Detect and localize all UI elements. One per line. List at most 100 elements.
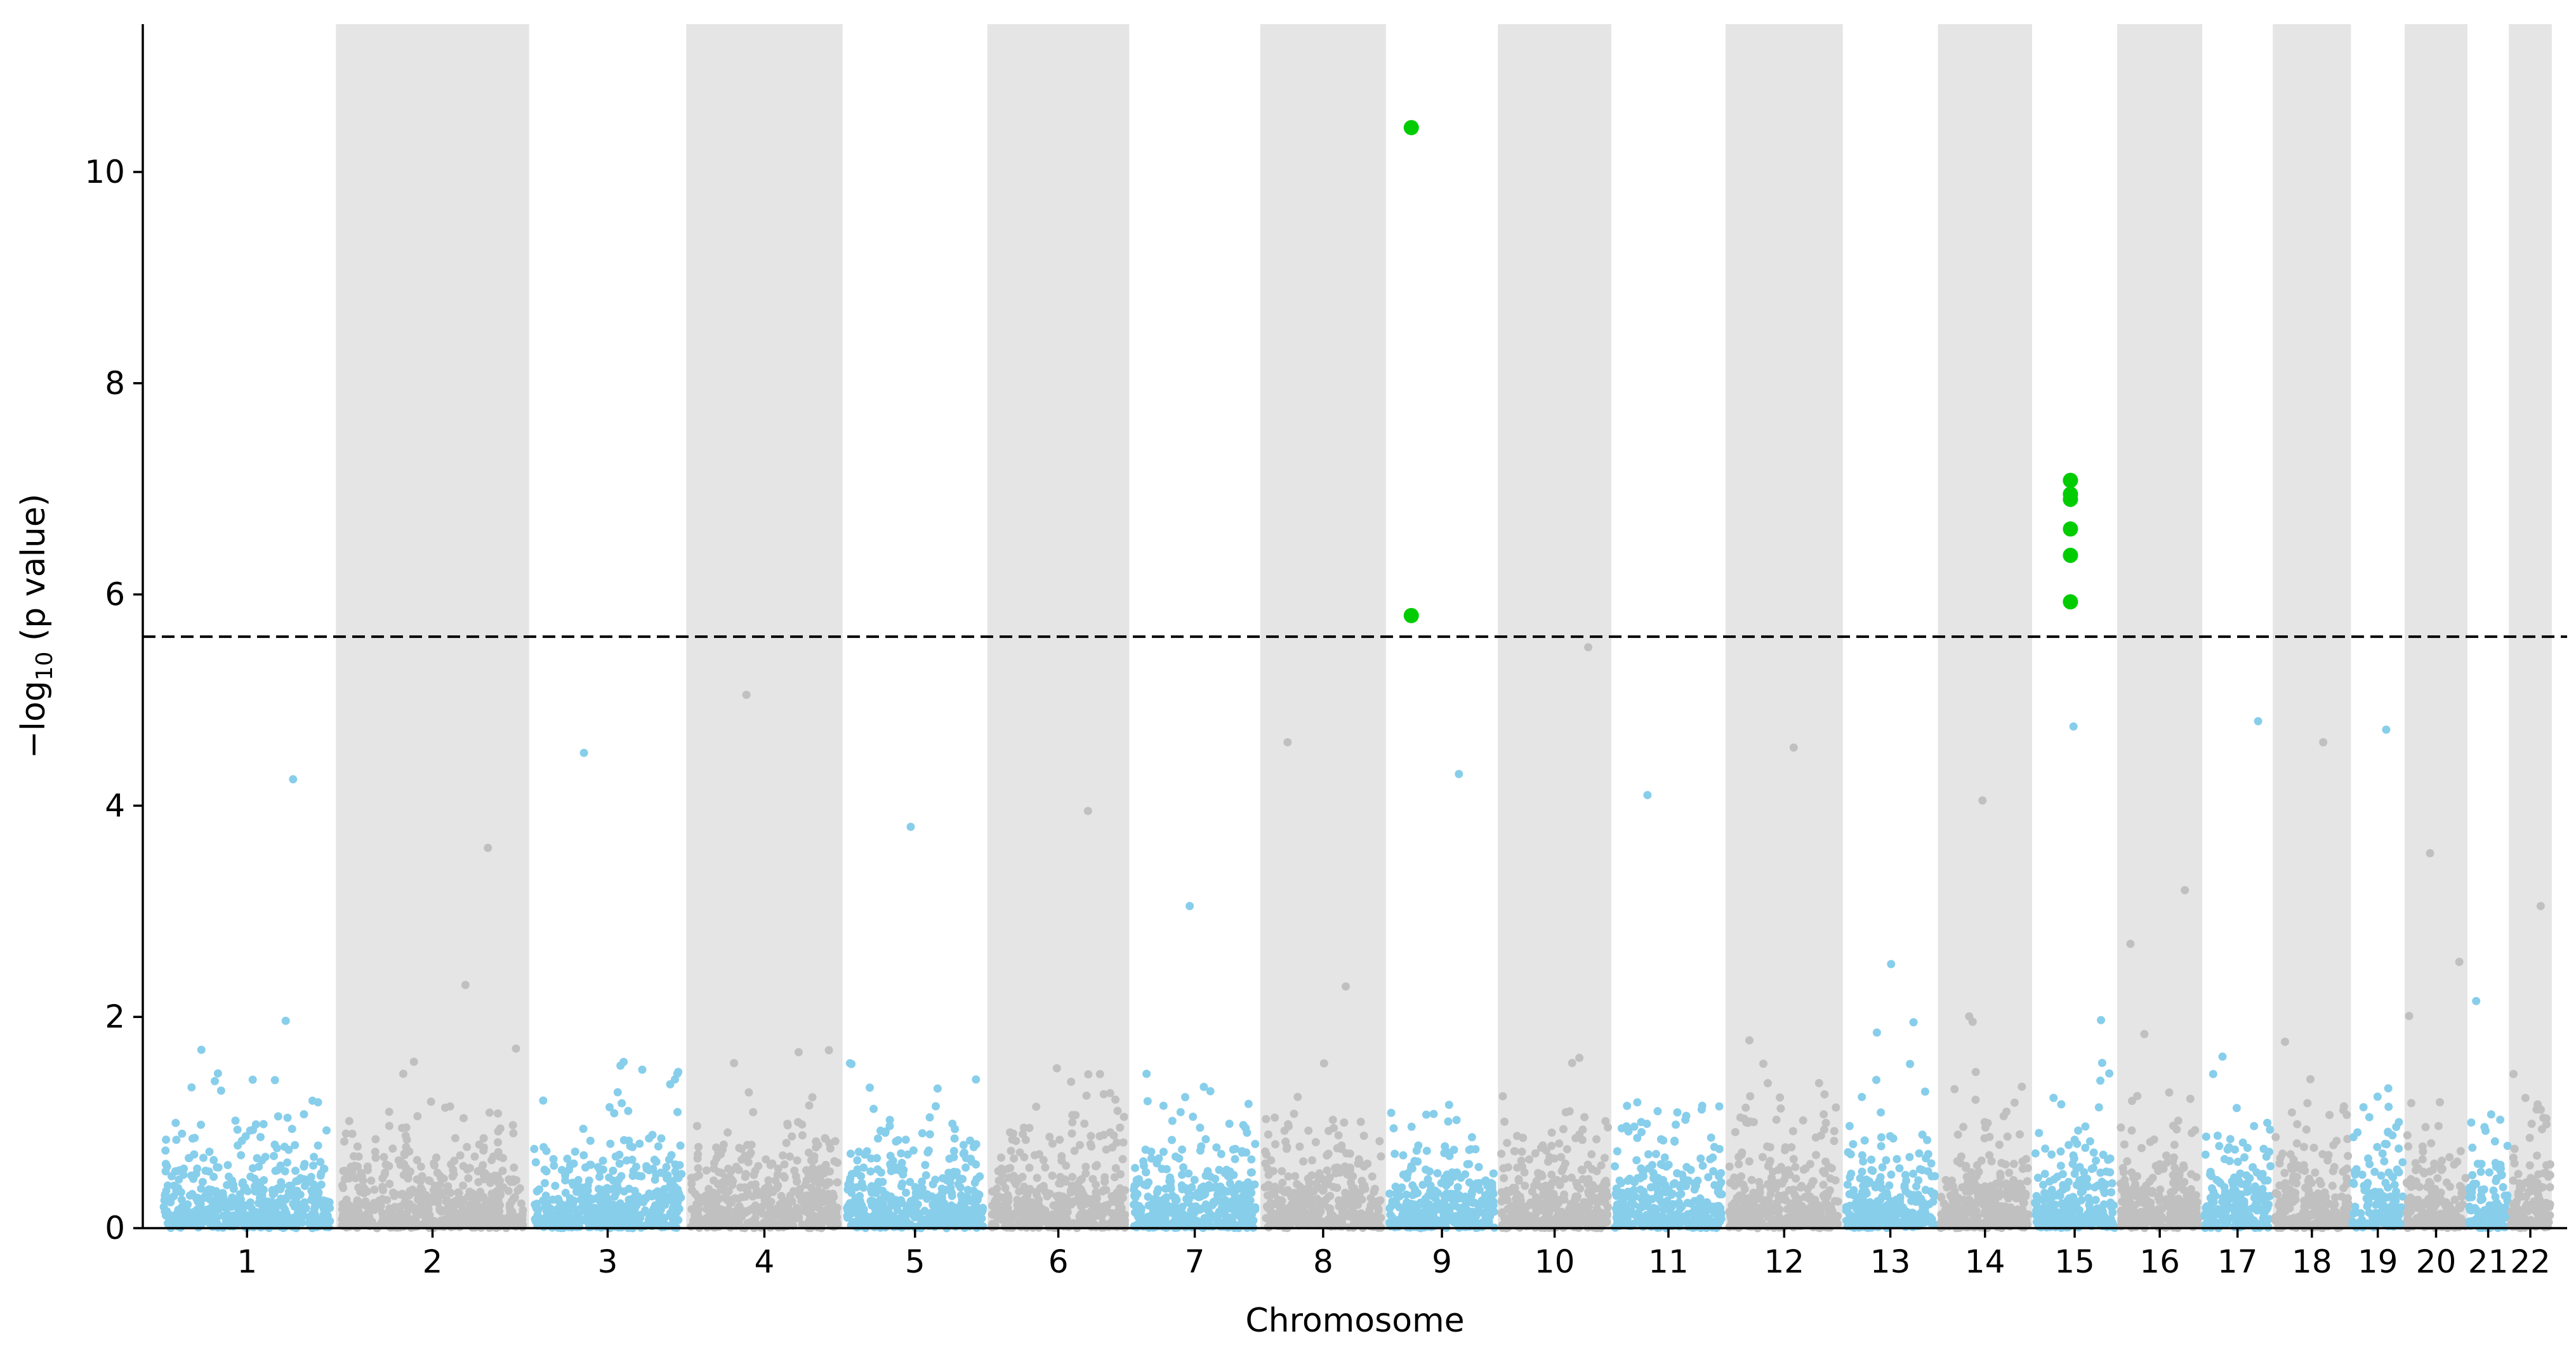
snp-point-chr1 xyxy=(161,1146,170,1155)
snp-point-chr10 xyxy=(1575,1054,1584,1062)
snp-point-chr10 xyxy=(1546,1182,1555,1191)
snp-point-chr7 xyxy=(1218,1207,1227,1215)
snp-point-chr11 xyxy=(1611,1162,1619,1171)
snp-point-chr4 xyxy=(763,1182,772,1191)
snp-point-chr3 xyxy=(654,1194,663,1203)
snp-point-chr6 xyxy=(1034,1195,1043,1204)
snp-point-chr1 xyxy=(248,1164,257,1173)
snp-point-chr12 xyxy=(1799,1116,1807,1125)
snp-point-chr8 xyxy=(1311,1138,1320,1146)
snp-point-chr4 xyxy=(776,1200,784,1208)
snp-point-chr8 xyxy=(1264,1170,1273,1179)
snp-point-chr10 xyxy=(1513,1163,1522,1172)
snp-point-chr9 xyxy=(1402,1190,1411,1199)
snp-point-chr4 xyxy=(792,1203,801,1212)
snp-point-chr11 xyxy=(1715,1212,1724,1221)
snp-point-chr3 xyxy=(674,1174,683,1182)
snp-point-chr12 xyxy=(1825,1207,1833,1216)
snp-point-chr12 xyxy=(1820,1110,1828,1119)
snp-point-chr7 xyxy=(1147,1148,1156,1156)
snp-point-chr7 xyxy=(1233,1210,1242,1219)
snp-point-chr8 xyxy=(1281,1137,1290,1146)
snp-point-chr5 xyxy=(972,1140,981,1149)
snp-point-chr7 xyxy=(1187,1183,1196,1192)
snp-point-chr2 xyxy=(433,1196,442,1205)
snp-point-chr9 xyxy=(1425,1167,1434,1176)
snp-point-chr6 xyxy=(994,1167,1003,1175)
snp-point-chr7 xyxy=(1144,1178,1153,1187)
snp-point-chr3 xyxy=(579,1151,588,1160)
snp-point-chr5 xyxy=(867,1154,876,1163)
snp-point-chr2 xyxy=(479,1161,487,1170)
snp-point-chr4 xyxy=(821,1134,830,1143)
snp-point-chr4 xyxy=(694,1171,703,1180)
snp-point-chr5 xyxy=(878,1177,887,1186)
snp-point-chr2 xyxy=(515,1184,524,1193)
chromosome-band-10 xyxy=(1498,24,1611,1228)
snp-point-chr2 xyxy=(354,1152,363,1161)
snp-point-chr2 xyxy=(466,1200,475,1209)
snp-point-chr9 xyxy=(1440,1191,1449,1200)
snp-point-chr2 xyxy=(507,1197,516,1206)
snp-point-chr7 xyxy=(1238,1192,1247,1201)
snp-point-chr11 xyxy=(1708,1153,1717,1162)
snp-point-chr4 xyxy=(692,1122,701,1130)
snp-point-chr12 xyxy=(1809,1198,1818,1207)
snp-point-chr4 xyxy=(704,1184,713,1193)
snp-point-chr12 xyxy=(1749,1204,1758,1213)
snp-point-chr6 xyxy=(1084,1070,1093,1079)
snp-point-chr4 xyxy=(824,1189,833,1198)
snp-point-chr11 xyxy=(1704,1214,1713,1222)
snp-point-chr8 xyxy=(1323,1151,1331,1160)
snp-point-chr10 xyxy=(1520,1168,1529,1177)
snp-point-chr9 xyxy=(1407,1122,1416,1131)
snp-point-chr8 xyxy=(1283,1186,1292,1194)
snp-point-chr6 xyxy=(1073,1187,1082,1196)
snp-point-chr2 xyxy=(388,1144,397,1153)
snp-point-chr1 xyxy=(281,1167,289,1175)
snp-point-chr2 xyxy=(485,1108,494,1117)
snp-point-chr3 xyxy=(615,1150,624,1159)
snp-point-chr2 xyxy=(499,1154,508,1162)
snp-point-chr12 xyxy=(1765,1158,1774,1167)
snp-point-chr9 xyxy=(1450,1189,1459,1198)
snp-point-chr4 xyxy=(812,1143,821,1152)
chromosome-band-14 xyxy=(1938,24,2033,1228)
snp-point-chr12 xyxy=(1776,1104,1785,1113)
snp-point-chr2 xyxy=(425,1177,434,1186)
snp-point-chr5 xyxy=(873,1154,882,1163)
snp-point-chr7 xyxy=(1206,1172,1215,1181)
snp-point-chr4 xyxy=(791,1212,800,1221)
snp-point-chr8 xyxy=(1290,1109,1298,1118)
snp-point-chr10 xyxy=(1594,1198,1602,1207)
snp-point-chr7 xyxy=(1229,1170,1238,1179)
snp-point-chr1 xyxy=(221,1217,230,1226)
snp-point-chr2 xyxy=(459,1181,468,1190)
snp-point-chr5 xyxy=(925,1113,934,1122)
snp-point-chr6 xyxy=(993,1194,1001,1203)
snp-point-chr4 xyxy=(833,1178,842,1187)
snp-point-chr3 xyxy=(583,1196,591,1205)
snp-point-chr10 xyxy=(1521,1181,1529,1190)
snp-point-chr6 xyxy=(1055,1135,1064,1144)
snp-point-chr11 xyxy=(1649,1203,1658,1212)
snp-point-chr3 xyxy=(565,1165,573,1174)
snp-point-chr10 xyxy=(1580,1113,1589,1122)
snp-point-chr2 xyxy=(340,1137,348,1146)
snp-point-chr10 xyxy=(1498,1190,1507,1199)
snp-point-chr7 xyxy=(1212,1182,1220,1191)
snp-point-chr3 xyxy=(601,1198,610,1207)
snp-point-chr5 xyxy=(851,1168,860,1177)
snp-point-chr12 xyxy=(1815,1216,1824,1225)
snp-point-chr2 xyxy=(341,1129,350,1138)
snp-point-chr4 xyxy=(712,1154,721,1163)
snp-point-chr6 xyxy=(1068,1118,1077,1127)
chromosome-band-18 xyxy=(2273,24,2351,1228)
snp-point-chr1 xyxy=(322,1197,331,1206)
snp-point-chr6 xyxy=(1116,1123,1125,1132)
snp-point-chr4 xyxy=(779,1213,787,1222)
snp-point-chr9 xyxy=(1447,1202,1456,1211)
snp-point-chr4 xyxy=(747,1181,756,1189)
snp-point-chr4 xyxy=(805,1172,814,1181)
snp-point-chr8 xyxy=(1297,1203,1305,1212)
